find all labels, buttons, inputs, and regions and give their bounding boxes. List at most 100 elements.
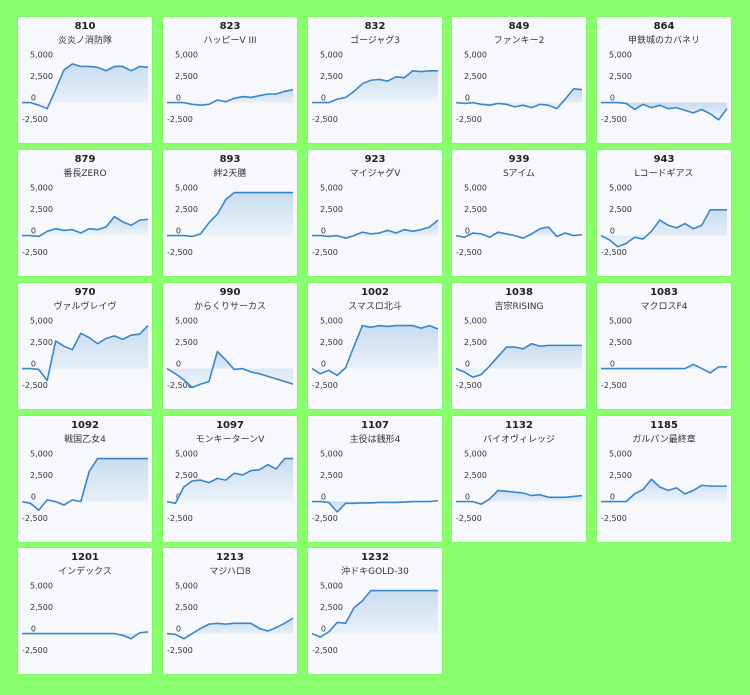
- area-fill: [601, 102, 727, 120]
- y-tick-label: -2,500: [167, 381, 193, 390]
- chart-title: 番長ZERO: [63, 169, 107, 179]
- y-tick-label: 0: [610, 493, 615, 502]
- y-tick-label: 5,000: [464, 450, 487, 459]
- chart-number: 879: [74, 154, 96, 165]
- y-tick-label: -2,500: [312, 646, 338, 655]
- area-fill: [22, 458, 148, 511]
- chart-number: 1002: [361, 287, 389, 298]
- chart-card: 5,000 2,500 0 -2,500 1232 沖ドキGOLD-30: [308, 548, 442, 674]
- y-tick-label: 0: [31, 94, 36, 103]
- y-tick-label: 5,000: [609, 184, 632, 193]
- area-fill: [167, 458, 293, 504]
- area-chart: 5,000 2,500 0 -2,500: [167, 184, 293, 257]
- chart-title: 炎炎ノ消防隊: [57, 36, 112, 46]
- y-tick-label: 2,500: [30, 471, 53, 480]
- chart-card: 5,000 2,500 0 -2,500 849 ファンキー2: [452, 17, 586, 143]
- chart-title: 戦国乙女4: [64, 435, 106, 445]
- series-line: [312, 219, 439, 239]
- y-tick-label: 5,000: [464, 184, 487, 193]
- chart-number: 810: [74, 21, 96, 32]
- y-tick-label: 5,000: [320, 582, 343, 591]
- area-chart: 5,000 2,500 0 -2,500: [22, 184, 149, 257]
- y-tick-label: -2,500: [22, 646, 48, 655]
- y-tick-label: 0: [321, 227, 326, 236]
- chart-number: 923: [364, 154, 386, 165]
- y-tick-label: 0: [465, 227, 470, 236]
- y-tick-label: 5,000: [609, 317, 632, 326]
- series-line: [22, 63, 149, 110]
- y-tick-label: 0: [321, 493, 326, 502]
- chart-title: マジハロ8: [209, 567, 251, 577]
- area-fill: [601, 479, 727, 502]
- y-tick-label: 5,000: [320, 184, 343, 193]
- area-chart: 5,000 2,500 0 -2,500: [601, 51, 728, 124]
- y-tick-label: 0: [31, 493, 36, 502]
- chart-title: モンキーターンV: [195, 435, 265, 445]
- series-line: [166, 617, 294, 640]
- y-tick-label: 2,500: [175, 205, 198, 214]
- area-fill: [22, 63, 148, 109]
- y-tick-label: 2,500: [464, 72, 487, 81]
- chart-title: ゴージャグ3: [349, 36, 401, 46]
- chart-title: スマスロ北斗: [348, 302, 402, 312]
- chart-card: 5,000 2,500 0 -2,500 823 ハッピーV III: [163, 17, 297, 143]
- chart-number: 1107: [361, 420, 389, 431]
- series-line: [167, 191, 293, 238]
- y-tick-label: 5,000: [30, 184, 53, 193]
- chart-number: 832: [364, 21, 386, 32]
- chart-card: 5,000 2,500 0 -2,500 990 からくりサーカス: [163, 283, 297, 409]
- area-fill: [601, 364, 727, 373]
- y-tick-label: 2,500: [320, 603, 343, 612]
- series-line: [601, 478, 727, 503]
- chart-title: ヴァルヴレイヴ: [53, 302, 117, 312]
- y-tick-label: 5,000: [609, 450, 632, 459]
- area-fill: [312, 325, 438, 376]
- y-tick-label: -2,500: [601, 381, 627, 390]
- chart-title: 主役は銭形4: [349, 435, 401, 445]
- y-tick-label: 5,000: [175, 184, 198, 193]
- area-fill: [312, 220, 438, 239]
- y-tick-label: 2,500: [30, 205, 53, 214]
- y-tick-label: 0: [176, 94, 181, 103]
- area-fill: [456, 343, 582, 378]
- y-tick-label: 5,000: [175, 450, 198, 459]
- y-tick-label: 2,500: [30, 72, 53, 81]
- y-tick-label: 0: [465, 493, 470, 502]
- y-tick-label: 2,500: [609, 471, 632, 480]
- chart-number: 864: [653, 21, 675, 32]
- area-chart: 5,000 2,500 0 -2,500: [456, 450, 583, 523]
- chart-card: 5,000 2,500 0 -2,500 1097 モンキーターンV: [163, 416, 297, 542]
- y-tick-label: 0: [31, 625, 36, 634]
- area-chart: 5,000 2,500 0 -2,500: [455, 184, 583, 257]
- y-tick-label: 0: [321, 625, 326, 634]
- area-chart: 5,000 2,500 0 -2,500: [311, 582, 438, 655]
- chart-title: Sアイム: [502, 169, 536, 179]
- chart-title: 絆2天膳: [213, 169, 247, 179]
- chart-card: 5,000 2,500 0 -2,500 939 Sアイム: [452, 150, 586, 276]
- chart-number: 893: [219, 154, 241, 165]
- chart-card: 5,000 2,500 0 -2,500 970 ヴァルヴレイヴ: [18, 283, 152, 409]
- chart-number: 943: [653, 154, 675, 165]
- chart-card: 5,000 2,500 0 -2,500 879 番長ZERO: [18, 150, 152, 276]
- chart-card: 5,000 2,500 0 -2,500 1092 戦国乙女4: [18, 416, 152, 542]
- chart-number: 1185: [650, 420, 678, 431]
- chart-card: 5,000 2,500 0 -2,500 1201 インデックス: [18, 548, 152, 674]
- y-tick-label: 5,000: [30, 317, 53, 326]
- y-tick-label: -2,500: [312, 381, 338, 390]
- area-fill: [167, 89, 293, 106]
- chart-card: 5,000 2,500 0 -2,500 1107 主役は銭形4: [308, 416, 442, 542]
- area-chart: 5,000 2,500 0 -2,500: [166, 582, 294, 655]
- y-tick-label: -2,500: [22, 248, 48, 257]
- y-tick-label: 2,500: [175, 338, 198, 347]
- y-tick-label: 0: [321, 94, 326, 103]
- chart-number: 939: [508, 154, 530, 165]
- chart-number: 1083: [650, 287, 678, 298]
- chart-card: 5,000 2,500 0 -2,500 1083 マクロスF4: [597, 283, 731, 409]
- y-tick-label: 5,000: [464, 317, 487, 326]
- chart-number: 823: [219, 21, 241, 32]
- chart-card: 5,000 2,500 0 -2,500 943 Lコードギアス: [597, 150, 731, 276]
- y-tick-label: 2,500: [320, 471, 343, 480]
- chart-number: 1232: [361, 552, 389, 563]
- area-chart: 5,000 2,500 0 -2,500: [21, 450, 148, 523]
- area-chart: 5,000 2,500 0 -2,500: [601, 317, 727, 390]
